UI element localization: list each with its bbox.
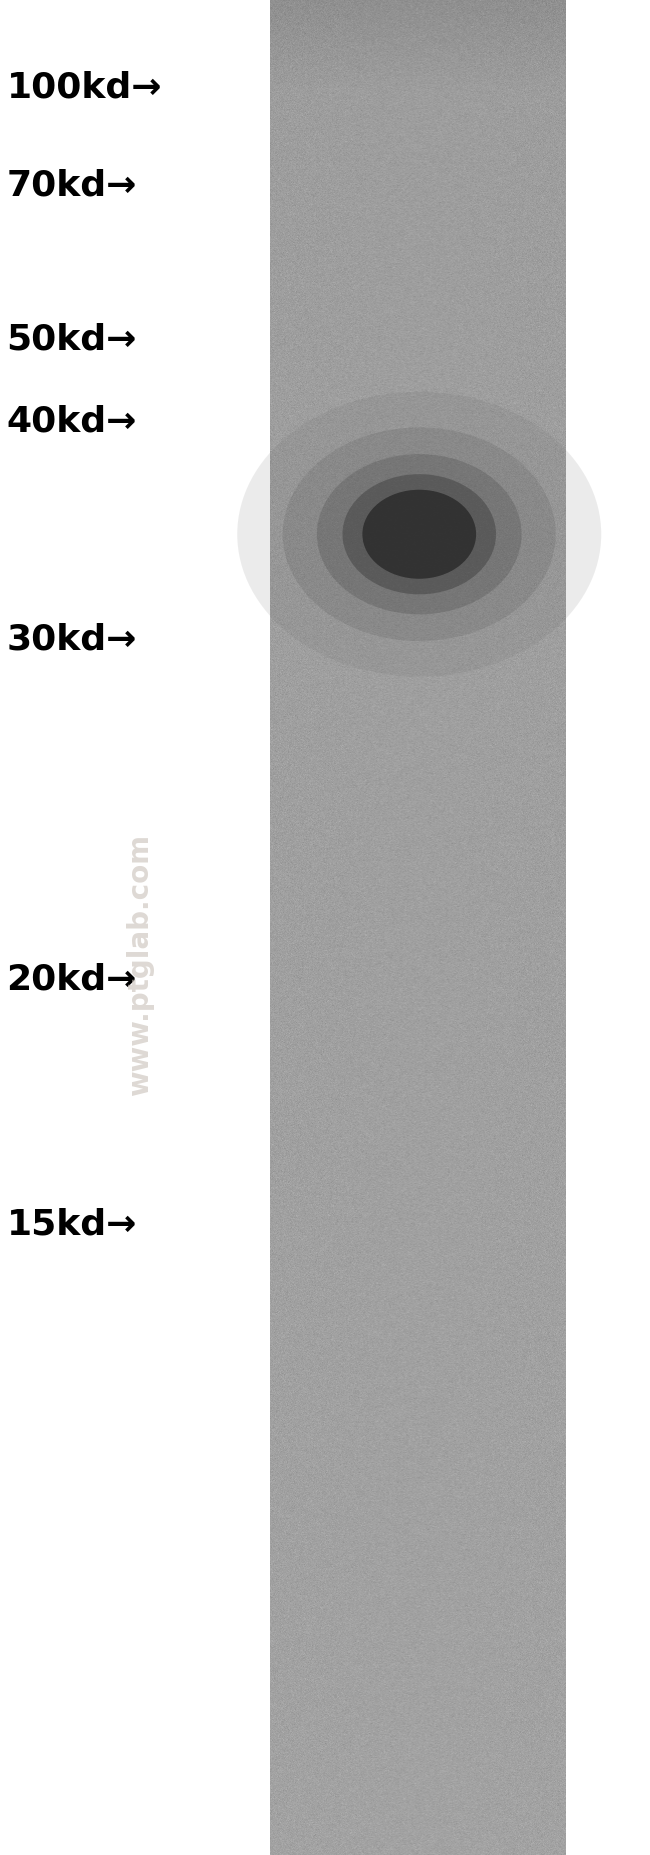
Text: 20kd→: 20kd→ [6, 963, 137, 996]
Text: www.ptglab.com: www.ptglab.com [125, 833, 154, 1096]
Text: 50kd→: 50kd→ [6, 323, 137, 356]
Ellipse shape [237, 391, 601, 677]
Text: 100kd→: 100kd→ [6, 70, 162, 104]
Ellipse shape [283, 427, 556, 642]
Ellipse shape [343, 475, 496, 594]
Text: 40kd→: 40kd→ [6, 404, 137, 438]
Text: 30kd→: 30kd→ [6, 623, 137, 657]
Ellipse shape [317, 454, 521, 614]
Text: 15kd→: 15kd→ [6, 1208, 137, 1241]
Text: 70kd→: 70kd→ [6, 169, 137, 202]
Ellipse shape [363, 490, 476, 579]
